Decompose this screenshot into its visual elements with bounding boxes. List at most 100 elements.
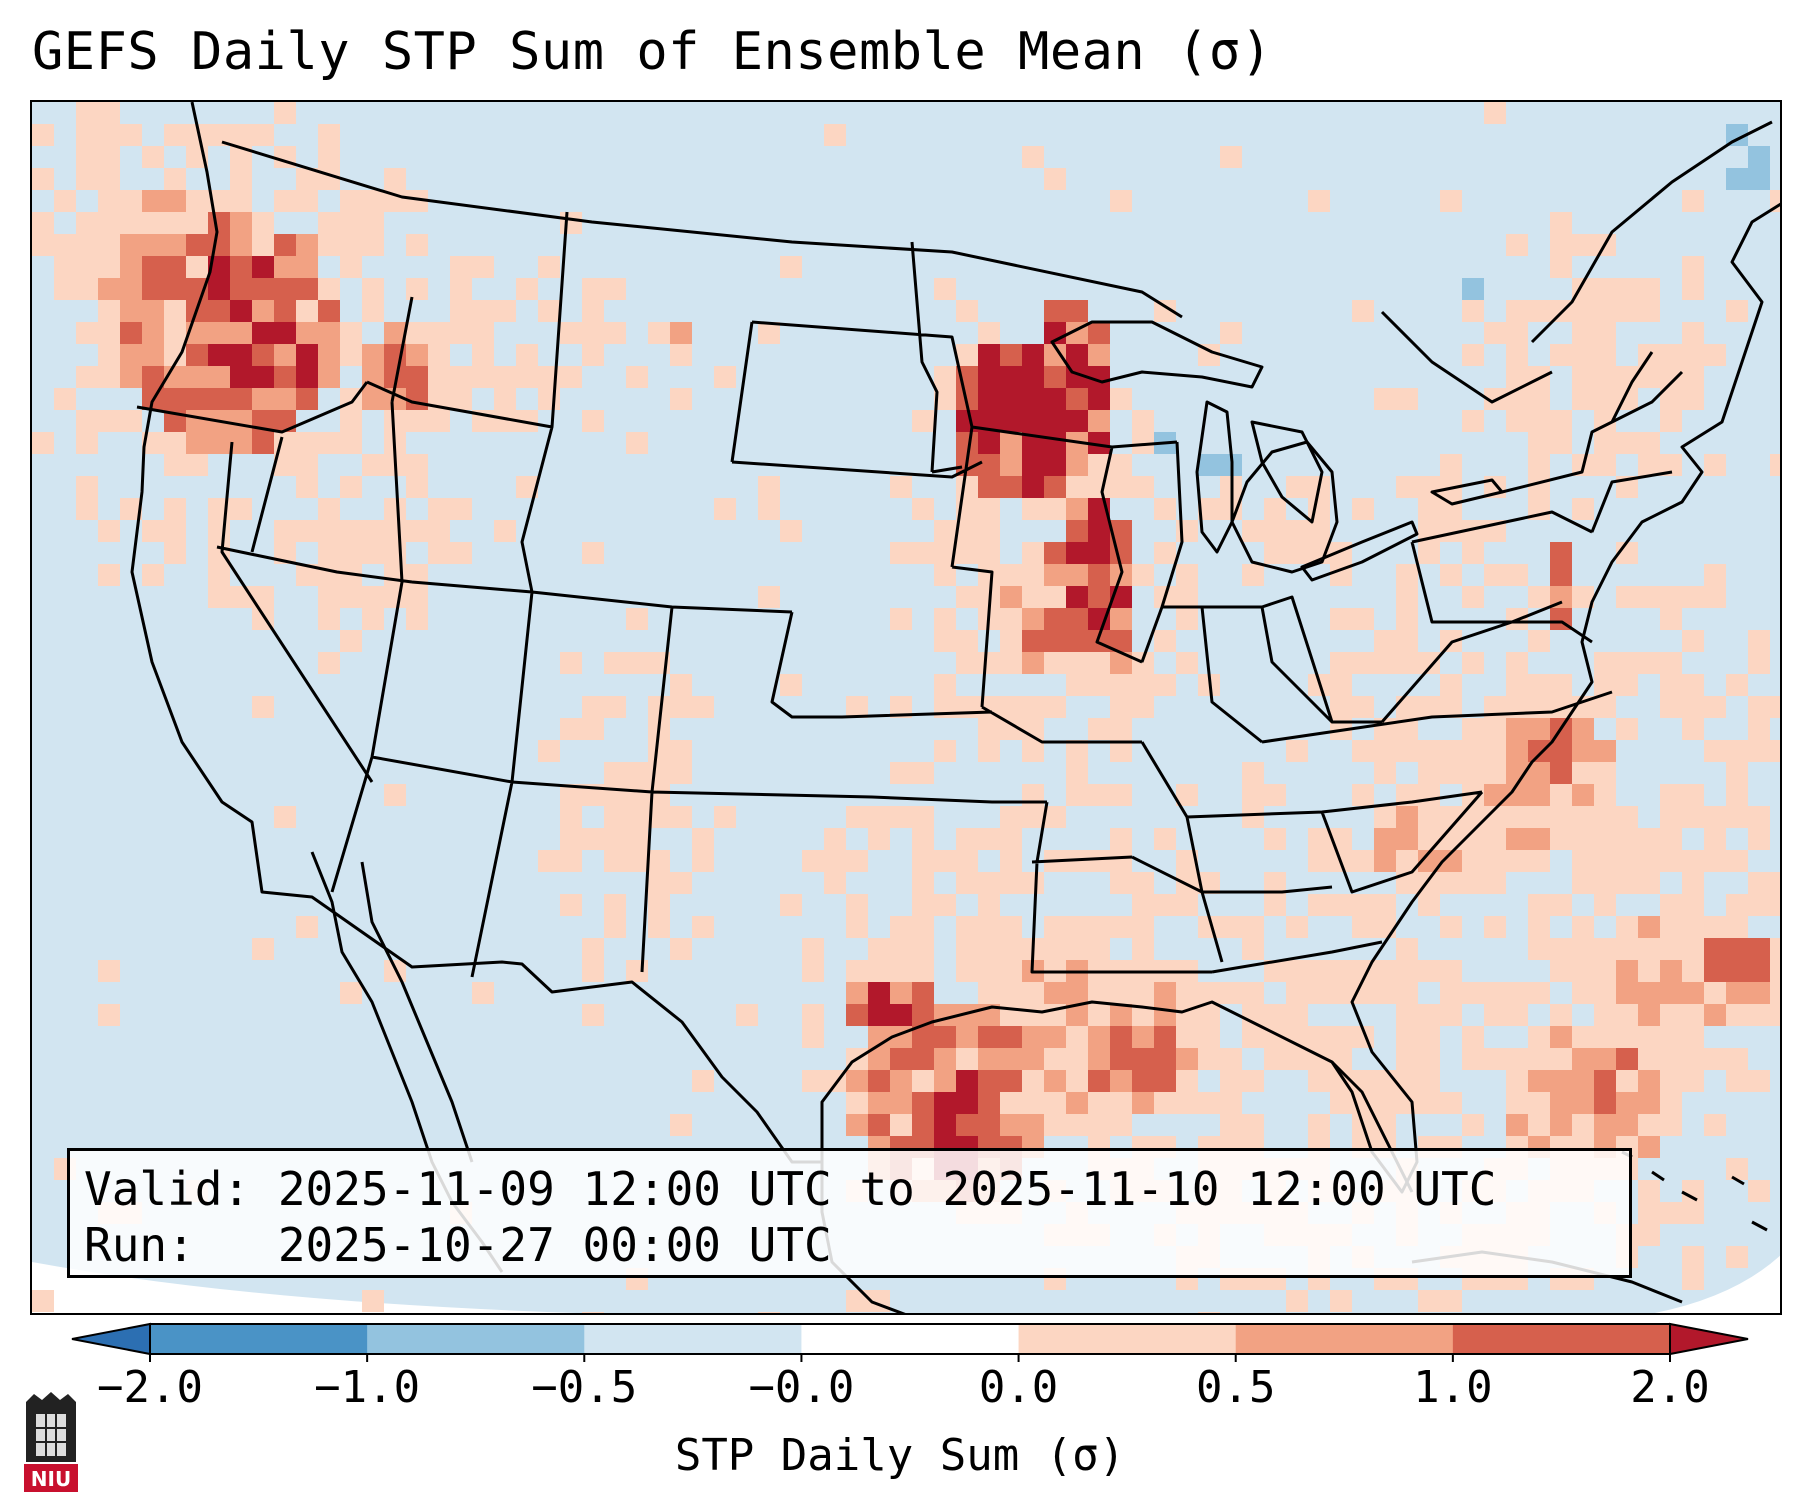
stp-cell bbox=[604, 652, 626, 674]
stp-cell bbox=[1572, 916, 1594, 938]
stp-cell bbox=[912, 850, 934, 872]
stp-cell bbox=[1022, 806, 1044, 828]
stp-cell bbox=[1638, 872, 1660, 894]
stp-cell bbox=[142, 366, 164, 388]
stp-cell bbox=[472, 300, 494, 322]
stp-cell bbox=[1594, 1026, 1616, 1048]
stp-cell bbox=[1132, 1092, 1154, 1114]
canada-east bbox=[1530, 120, 1773, 344]
stp-cell bbox=[1000, 916, 1022, 938]
stp-cell bbox=[1066, 1026, 1088, 1048]
stp-cell bbox=[890, 608, 912, 630]
stp-cell bbox=[1528, 1070, 1550, 1092]
stp-cell bbox=[1066, 498, 1088, 520]
stp-cell bbox=[164, 256, 186, 278]
colorbar-extend-low bbox=[71, 1322, 151, 1356]
stp-cell bbox=[274, 410, 296, 432]
stp-cell bbox=[1110, 696, 1132, 718]
baja-gulf bbox=[360, 861, 474, 1163]
stp-cell bbox=[1682, 1202, 1704, 1224]
stp-cell bbox=[1330, 608, 1352, 630]
stp-cell bbox=[1660, 1004, 1682, 1026]
stp-cell bbox=[1506, 234, 1528, 256]
stp-cell bbox=[934, 630, 956, 652]
stp-cell bbox=[1176, 894, 1198, 916]
stp-cell bbox=[1352, 894, 1374, 916]
stp-cell bbox=[1000, 564, 1022, 586]
stp-cell bbox=[296, 388, 318, 410]
stp-cell bbox=[1550, 256, 1572, 278]
stp-cell bbox=[1682, 718, 1704, 740]
stp-cell bbox=[1528, 300, 1550, 322]
stp-cell bbox=[1506, 410, 1528, 432]
stp-cell bbox=[1110, 542, 1132, 564]
stp-cell bbox=[1506, 1114, 1528, 1136]
stp-cell bbox=[1682, 916, 1704, 938]
stp-cell bbox=[1616, 718, 1638, 740]
stp-cell bbox=[758, 586, 780, 608]
stp-cell bbox=[648, 894, 670, 916]
stp-cell bbox=[1022, 454, 1044, 476]
stp-cell bbox=[318, 608, 340, 630]
stp-cell bbox=[956, 1092, 978, 1114]
stp-cell bbox=[1088, 674, 1110, 696]
stp-cell bbox=[1440, 696, 1462, 718]
stp-cell bbox=[120, 366, 142, 388]
stp-cell bbox=[98, 960, 120, 982]
stp-cell bbox=[1308, 1070, 1330, 1092]
stp-cell bbox=[1638, 982, 1660, 1004]
stp-cell bbox=[296, 322, 318, 344]
stp-cell bbox=[1704, 1114, 1726, 1136]
stp-cell bbox=[1176, 850, 1198, 872]
stp-cell bbox=[1528, 432, 1550, 454]
stp-cell bbox=[1044, 564, 1066, 586]
stp-cell bbox=[1066, 652, 1088, 674]
stp-cell bbox=[1066, 542, 1088, 564]
stp-cell bbox=[1484, 322, 1506, 344]
stp-cell bbox=[1088, 1004, 1110, 1026]
stp-cell bbox=[1506, 1092, 1528, 1114]
stp-cell bbox=[1638, 652, 1660, 674]
stp-cell bbox=[1066, 938, 1088, 960]
stp-cell bbox=[1594, 674, 1616, 696]
stp-cell bbox=[1352, 1070, 1374, 1092]
stp-cell bbox=[582, 344, 604, 366]
stp-cell bbox=[1506, 718, 1528, 740]
stp-cell bbox=[274, 454, 296, 476]
stp-cell bbox=[230, 168, 252, 190]
stp-cell bbox=[54, 278, 76, 300]
map-panel[interactable] bbox=[30, 100, 1782, 1315]
stp-cell bbox=[956, 850, 978, 872]
colorbar-bin bbox=[584, 1324, 802, 1354]
stp-cell bbox=[1000, 366, 1022, 388]
stp-cell bbox=[1132, 410, 1154, 432]
stp-cell bbox=[164, 322, 186, 344]
stp-cell bbox=[890, 982, 912, 1004]
stp-cell bbox=[1220, 1070, 1242, 1092]
stp-cell bbox=[956, 696, 978, 718]
stp-cell bbox=[1022, 696, 1044, 718]
stp-cell bbox=[1440, 872, 1462, 894]
stp-cell bbox=[648, 806, 670, 828]
colorbar bbox=[71, 1322, 1749, 1362]
stp-cell bbox=[1396, 1070, 1418, 1092]
stp-cell bbox=[1396, 938, 1418, 960]
stp-cell bbox=[1242, 982, 1264, 1004]
stp-cell bbox=[1572, 762, 1594, 784]
stp-cell bbox=[934, 1114, 956, 1136]
stp-cell bbox=[1264, 784, 1286, 806]
stp-cell bbox=[1660, 366, 1682, 388]
stp-cell bbox=[824, 124, 846, 146]
stp-cell bbox=[1000, 1048, 1022, 1070]
stp-cell bbox=[934, 850, 956, 872]
stp-cell bbox=[1528, 388, 1550, 410]
stp-cell bbox=[978, 432, 1000, 454]
stp-cell bbox=[1286, 916, 1308, 938]
stp-cell bbox=[1088, 1070, 1110, 1092]
stp-cell bbox=[978, 542, 1000, 564]
stp-cell bbox=[1132, 696, 1154, 718]
stp-cell bbox=[1484, 696, 1506, 718]
stp-cell bbox=[98, 410, 120, 432]
stp-cell bbox=[626, 432, 648, 454]
stp-cell bbox=[340, 190, 362, 212]
